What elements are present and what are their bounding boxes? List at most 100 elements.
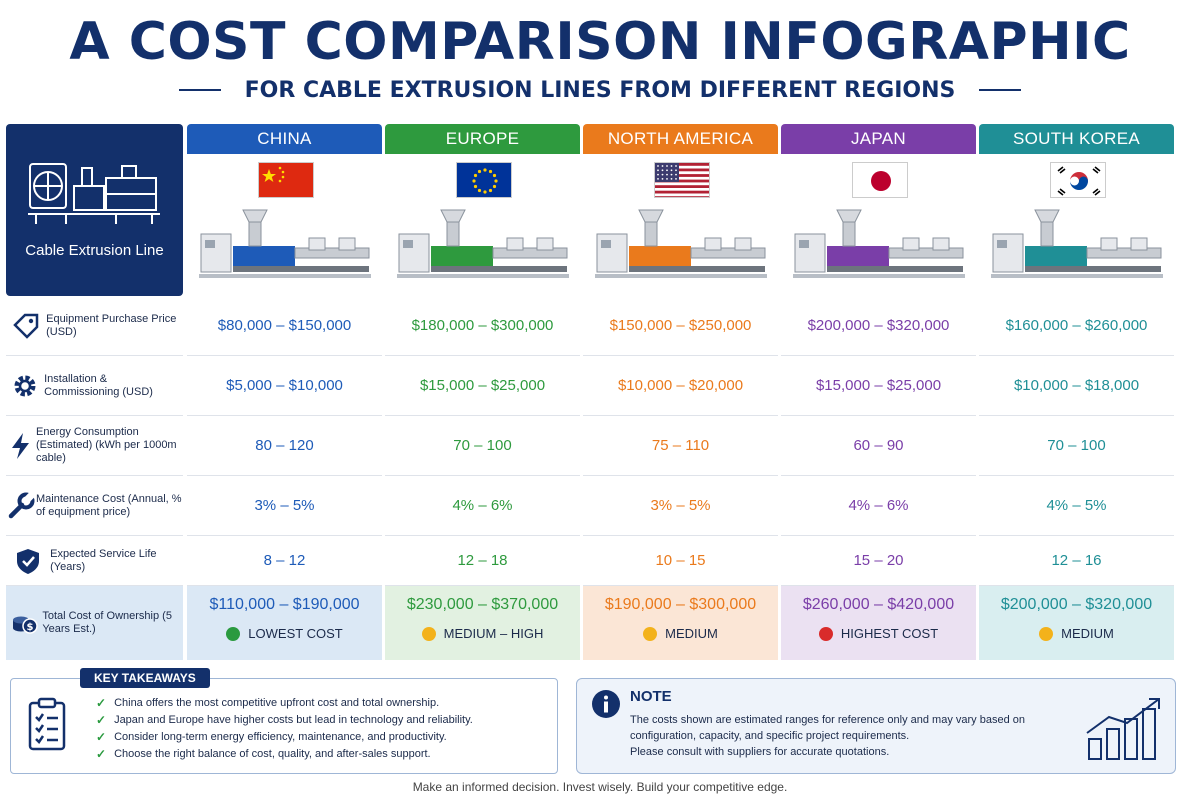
row-label-text: Energy Consumption (Estimated) (kWh per … — [36, 426, 177, 464]
row-header-panel: Cable Extrusion Line — [6, 124, 183, 296]
value-cell: 70 – 100 — [385, 416, 580, 476]
flag-china-icon — [258, 162, 314, 198]
row-label: Maintenance Cost (Annual, % of equipment… — [6, 476, 183, 536]
value-cell: 10 – 15 — [583, 536, 778, 586]
checkmark-icon: ✓ — [96, 712, 107, 727]
value-cell: $5,000 – $10,000 — [187, 356, 382, 416]
tco-value: $110,000 – $190,000 — [209, 596, 360, 613]
extrusion-machine-image — [199, 208, 371, 289]
row-label-text: Expected Service Life (Years) — [50, 547, 157, 573]
region-column: SOUTH KOREA $160,000 – $260,000 $10,000 – … — [979, 124, 1174, 660]
value-cell: 60 – 90 — [781, 416, 976, 476]
price-tag-icon — [6, 311, 46, 341]
value-cell: 4% – 5% — [979, 476, 1174, 536]
note-text: The costs shown are estimated ranges for… — [630, 712, 1050, 760]
rating-label: HIGHEST COST — [840, 626, 939, 641]
rating-dot-icon — [818, 626, 833, 641]
coins-icon: $ — [6, 608, 42, 638]
tco-cell: $230,000 – $370,000 MEDIUM – HIGH — [385, 586, 580, 660]
note-panel — [576, 678, 1176, 774]
row-label: Installation & Commissioning (USD) — [6, 356, 183, 416]
clipboard-checklist-icon — [28, 697, 66, 751]
row-label: $ Total Cost of Ownership (5 Years Est.) — [6, 586, 183, 660]
row-header-label: Cable Extrusion Line — [25, 242, 164, 259]
row-label: Energy Consumption (Estimated) (kWh per … — [6, 416, 183, 476]
page-subtitle: FOR CABLE EXTRUSION LINES FROM DIFFERENT… — [244, 77, 956, 103]
row-label-text: Maintenance Cost (Annual, % of equipment… — [36, 492, 182, 518]
comparison-table: Cable Extrusion Line Equipment Purchase … — [6, 124, 1194, 660]
value-cell: 4% – 6% — [781, 476, 976, 536]
value-cell: 75 – 110 — [583, 416, 778, 476]
key-takeaways-panel — [10, 678, 558, 774]
rating-label: MEDIUM — [665, 626, 718, 641]
extrusion-line-icon — [28, 163, 160, 224]
cost-rating: HIGHEST COST — [781, 626, 976, 641]
tco-value: $230,000 – $370,000 — [406, 596, 559, 613]
checkmark-icon: ✓ — [96, 746, 107, 761]
tco-value: $260,000 – $420,000 — [802, 596, 955, 613]
note-line: configuration, capacity, and specific pr… — [630, 730, 910, 742]
value-cell: 70 – 100 — [979, 416, 1174, 476]
value-cell: 12 – 18 — [385, 536, 580, 586]
value-cell: 12 – 16 — [979, 536, 1174, 586]
value-cell: $200,000 – $320,000 — [781, 296, 976, 356]
region-header: JAPAN — [781, 124, 976, 154]
takeaway-text: Japan and Europe have higher costs but l… — [114, 713, 473, 726]
row-label: Equipment Purchase Price (USD) — [6, 296, 183, 356]
value-cell: $15,000 – $25,000 — [385, 356, 580, 416]
gear-icon — [6, 371, 44, 401]
note-line: The costs shown are estimated ranges for… — [630, 714, 1025, 726]
page-title: A COST COMPARISON INFOGRAPHIC — [69, 12, 1131, 72]
row-label-text: Installation & Commissioning (USD) — [44, 372, 153, 398]
footer-tagline: Make an informed decision. Invest wisely… — [412, 780, 788, 794]
cost-rating: MEDIUM — [583, 626, 778, 641]
region-header: SOUTH KOREA — [979, 124, 1174, 154]
region-header: CHINA — [187, 124, 382, 154]
region-header: NORTH AMERICA — [583, 124, 778, 154]
region-header: EUROPE — [385, 124, 580, 154]
rating-label: MEDIUM – HIGH — [443, 626, 544, 641]
tco-cell: $260,000 – $420,000 HIGHEST COST — [781, 586, 976, 660]
wrench-icon — [6, 491, 36, 521]
tco-cell: $190,000 – $300,000 MEDIUM — [583, 586, 778, 660]
lightning-icon — [6, 431, 36, 461]
info-icon — [592, 690, 620, 718]
rating-label: MEDIUM — [1061, 626, 1114, 641]
flag-eu-icon — [456, 162, 512, 198]
divider — [979, 89, 1022, 91]
value-cell: 15 – 20 — [781, 536, 976, 586]
takeaway-item: ✓ Japan and Europe have higher costs but … — [96, 711, 473, 728]
value-cell: $15,000 – $25,000 — [781, 356, 976, 416]
note-title: NOTE — [630, 688, 672, 705]
value-cell: 4% – 6% — [385, 476, 580, 536]
flag-usa-icon — [654, 162, 710, 198]
value-cell: $180,000 – $300,000 — [385, 296, 580, 356]
value-cell: 3% – 5% — [187, 476, 382, 536]
cost-rating: MEDIUM — [979, 626, 1174, 641]
takeaway-text: China offers the most competitive upfron… — [114, 696, 440, 709]
subtitle-row: FOR CABLE EXTRUSION LINES FROM DIFFERENT… — [0, 77, 1200, 103]
tco-value: $200,000 – $320,000 — [1000, 596, 1153, 613]
extrusion-machine-image — [595, 208, 767, 289]
flag-japan-icon — [852, 162, 908, 198]
rating-dot-icon — [643, 626, 658, 641]
row-label-text: Total Cost of Ownership (5 Years Est.) — [42, 610, 172, 635]
tco-cell: $110,000 – $190,000 LOWEST COST — [187, 586, 382, 660]
region-column: CHINA $80,000 – $150,000 $5,000 – $10,000 8… — [187, 124, 382, 660]
takeaway-text: Consider long-term energy efficiency, ma… — [114, 730, 447, 743]
value-cell: $80,000 – $150,000 — [187, 296, 382, 356]
tco-cell: $200,000 – $320,000 MEDIUM — [979, 586, 1174, 660]
key-takeaways-list: ✓ China offers the most competitive upfro… — [96, 694, 473, 762]
cost-rating: LOWEST COST — [187, 626, 382, 641]
extrusion-machine-image — [397, 208, 569, 289]
value-cell: 80 – 120 — [187, 416, 382, 476]
rating-dot-icon — [421, 626, 436, 641]
divider — [178, 89, 221, 91]
growth-chart-icon — [1086, 698, 1160, 760]
region-column: EUROPE $180,000 – $300,000 $15,000 – $25,0… — [385, 124, 580, 660]
rating-dot-icon — [226, 626, 241, 641]
rating-dot-icon — [1039, 626, 1054, 641]
value-cell: $10,000 – $20,000 — [583, 356, 778, 416]
shield-check-icon — [6, 546, 50, 576]
value-cell: $160,000 – $260,000 — [979, 296, 1174, 356]
